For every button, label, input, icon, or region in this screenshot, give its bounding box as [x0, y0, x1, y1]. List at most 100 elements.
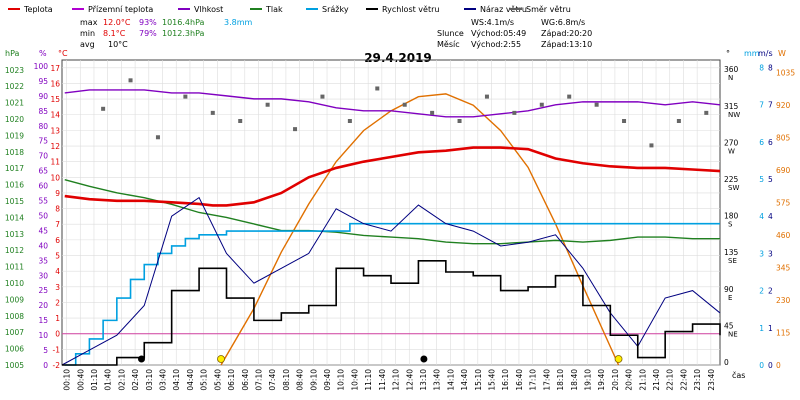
hpa-tick-label: 1013 [5, 230, 24, 239]
time-tick-label: 23:40 [707, 369, 716, 391]
wind-direction-point [649, 143, 654, 148]
direction-tick-label: 135 [724, 248, 739, 257]
hpa-tick-label: 1019 [5, 131, 24, 140]
time-tick-label: 12:40 [405, 369, 414, 391]
ms-tick-label: 6 [768, 138, 773, 147]
direction-tick-label: 0 [724, 358, 729, 367]
wind-direction-point [402, 102, 407, 107]
temp-tick-label: 0 [55, 330, 60, 339]
time-tick-label: 05:10 [200, 369, 209, 391]
stats-max-hum: 93% [139, 18, 157, 27]
legend-label: Teplota [23, 5, 53, 14]
stats-max-temp: 12.0°C [103, 18, 131, 27]
axis-unit-w: W [778, 49, 786, 58]
legend-label: Rychlost větru [382, 5, 439, 14]
ms-tick-label: 2 [768, 287, 773, 296]
time-tick-label: 14:10 [446, 369, 455, 391]
time-tick-label: 15:10 [474, 369, 483, 391]
wind-direction-point [567, 94, 572, 99]
time-tick-label: 04:40 [186, 369, 195, 391]
hpa-tick-label: 1020 [5, 115, 24, 124]
wind-direction-point [512, 110, 517, 115]
hpa-tick-label: 1017 [5, 164, 24, 173]
pct-tick-label: 5 [43, 346, 48, 355]
wind-direction-point [539, 102, 544, 107]
series-line-tlak [64, 179, 720, 245]
sun-marker [217, 355, 225, 363]
info-moonrise: Východ:2:55 [471, 40, 521, 49]
ms-tick-label: 3 [768, 249, 773, 258]
series-line-sr-ky [64, 222, 720, 366]
temp-tick-label: 3 [55, 283, 60, 292]
time-tick-label: 08:40 [296, 369, 305, 391]
temp-tick-label: 8 [55, 205, 60, 214]
temp-tick-label: 11 [50, 158, 60, 167]
time-tick-label: 17:40 [542, 369, 551, 391]
watt-tick-label: 230 [776, 296, 791, 305]
info-sun-label: Slunce [437, 29, 464, 38]
pct-tick-label: 75 [38, 137, 48, 146]
grid [61, 59, 721, 366]
hpa-tick-label: 1008 [5, 312, 24, 321]
stats-min-press: 1012.3hPa [162, 29, 205, 38]
time-tick-label: 04:10 [172, 369, 181, 391]
time-tick-label: 21:10 [638, 369, 647, 391]
direction-tick-label: E [728, 294, 732, 302]
wind-direction-point [238, 119, 243, 123]
axis-units: hPa % °C ° mm m/s W čas [5, 49, 786, 380]
pct-tick-label: 40 [38, 241, 48, 250]
mm-tick-label: 5 [759, 175, 764, 184]
temp-tick-label: 14 [50, 111, 60, 120]
wind-direction-point [457, 119, 462, 123]
direction-tick-label: 90 [724, 285, 734, 294]
temp-tick-label: 16 [50, 79, 60, 88]
pct-tick-label: 55 [38, 197, 48, 206]
mm-tick-label: 7 [759, 101, 764, 110]
pct-tick-label: 20 [38, 301, 48, 310]
time-tick-label: 03:10 [145, 369, 154, 391]
temp-tick-label: 12 [50, 142, 60, 151]
time-tick-label: 02:40 [131, 369, 140, 391]
hpa-tick-label: 1021 [5, 99, 24, 108]
direction-tick-label: 315 [724, 102, 739, 111]
time-tick-label: 15:40 [488, 369, 497, 391]
hpa-tick-label: 1022 [5, 82, 24, 91]
mm-tick-label: 0 [759, 361, 764, 370]
watt-tick-label: 1035 [776, 69, 795, 78]
time-tick-label: 23:10 [693, 369, 702, 391]
watt-tick-label: 690 [776, 166, 791, 175]
plot-frame [61, 59, 721, 366]
series-line-rychlost-v-tru [62, 260, 721, 366]
direction-tick-label: NW [728, 111, 740, 119]
wind-direction-point [676, 119, 681, 123]
direction-tick-label: SE [728, 257, 737, 265]
watt-tick-label: 460 [776, 231, 791, 240]
time-tick-label: 22:40 [679, 369, 688, 391]
direction-tick-label: SW [728, 184, 739, 192]
stats-avg-temp: 10°C [108, 40, 128, 49]
time-tick-label: 05:40 [213, 369, 222, 391]
pct-tick-label: 45 [38, 226, 48, 235]
wind-direction-point [347, 119, 352, 123]
legend-label: Směr větru [526, 5, 571, 14]
watt-tick-label: 920 [776, 101, 791, 110]
time-tick-label: 07:10 [254, 369, 263, 391]
stats-min-temp: 8.1°C [103, 29, 126, 38]
info-sunset: Západ:20:20 [541, 29, 592, 38]
pct-tick-label: 10 [38, 331, 48, 340]
axis-unit-deg: ° [726, 49, 730, 58]
mm-tick-label: 4 [759, 212, 764, 221]
pct-tick-label: 65 [38, 167, 48, 176]
wind-direction-point [265, 102, 270, 107]
info-moonset: Západ:13:10 [541, 40, 592, 49]
pct-tick-label: 50 [38, 211, 48, 220]
ms-tick-label: 4 [768, 212, 773, 221]
wind-direction-point [594, 102, 599, 107]
direction-tick-label: 270 [724, 138, 739, 147]
direction-tick-label: 180 [724, 212, 739, 221]
ms-tick-label: 0 [768, 361, 773, 370]
direction-tick-label: 45 [724, 321, 734, 330]
pct-tick-label: 25 [38, 286, 48, 295]
ms-tick-label: 1 [768, 324, 773, 333]
time-tick-label: 20:40 [625, 369, 634, 391]
